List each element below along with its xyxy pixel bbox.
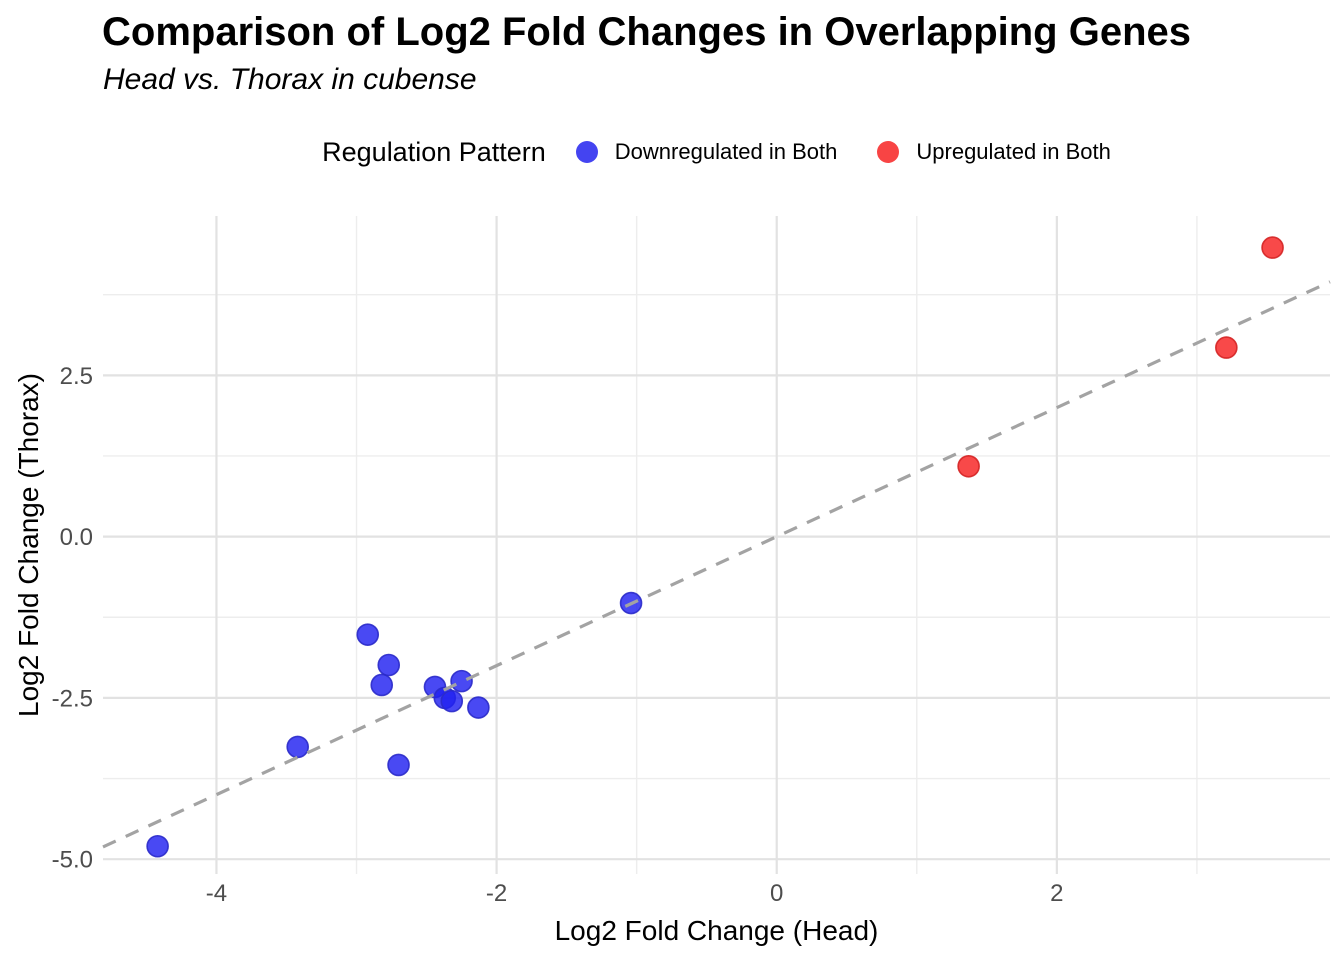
x-tick-label: -2 <box>486 880 507 907</box>
y-tick-label: 2.5 <box>60 363 93 390</box>
y-tick-label: -5.0 <box>52 847 93 874</box>
legend: Regulation Pattern Downregulated in Both… <box>103 126 1330 178</box>
y-tick-label: 0.0 <box>60 524 93 551</box>
legend-item-downregulated: Downregulated in Both <box>575 139 838 165</box>
data-point <box>1215 336 1238 359</box>
data-point <box>450 669 473 693</box>
data-point <box>957 454 980 478</box>
data-point <box>146 834 169 858</box>
legend-label: Downregulated in Both <box>614 139 838 164</box>
chart-title: Comparison of Log2 Fold Changes in Overl… <box>102 10 1192 54</box>
chart-subtitle: Head vs. Thorax in cubense <box>103 63 477 96</box>
data-point <box>356 623 380 646</box>
y-tick-label: -2.5 <box>52 685 93 712</box>
x-tick-label: -4 <box>206 880 227 907</box>
x-tick-label: 0 <box>770 880 783 907</box>
legend-item-upregulated: Upregulated in Both <box>877 139 1111 165</box>
legend-label: Upregulated in Both <box>916 139 1111 164</box>
data-point <box>387 753 410 777</box>
data-point <box>370 673 394 697</box>
legend-swatch <box>877 141 900 163</box>
legend-swatch <box>575 141 598 163</box>
x-axis-title: Log2 Fold Change (Head) <box>555 915 879 946</box>
data-point <box>377 653 401 677</box>
legend-title: Regulation Pattern <box>322 136 546 167</box>
trend-line <box>102 280 1331 849</box>
data-point <box>286 735 309 759</box>
x-tick-label: 2 <box>1050 880 1063 907</box>
data-point <box>440 689 464 713</box>
y-axis-title: Log2 Fold Change (Thorax) <box>13 373 44 717</box>
data-point <box>467 696 490 719</box>
data-point <box>1261 236 1284 259</box>
